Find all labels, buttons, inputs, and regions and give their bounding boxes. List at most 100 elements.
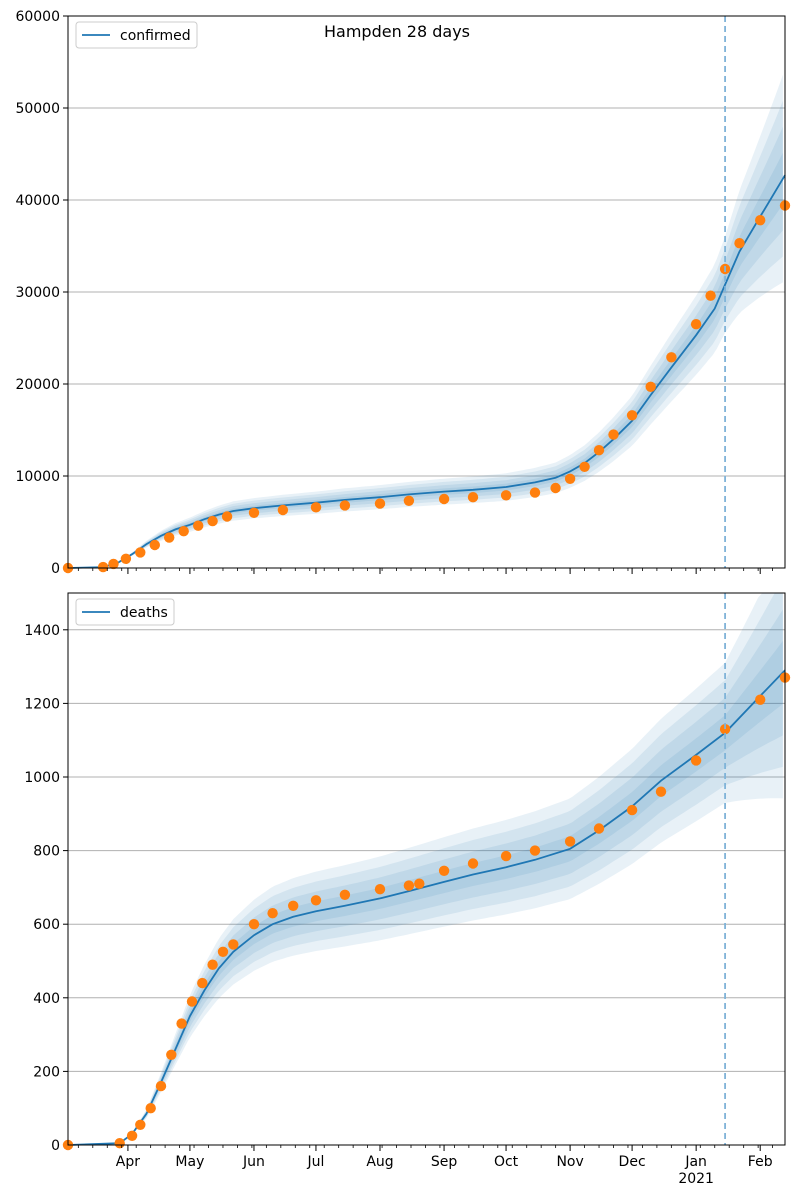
observed-point: [467, 858, 479, 869]
observed-point: [593, 823, 605, 834]
y-tick-label: 1200: [24, 696, 60, 712]
observed-point: [228, 939, 239, 950]
observed-point: [438, 493, 450, 505]
y-tick-label: 400: [33, 991, 60, 1007]
uncertainty-band-3: [68, 609, 783, 1145]
plot-frame: [67, 592, 786, 1146]
observed-point: [193, 520, 204, 531]
observed-point: [719, 724, 731, 735]
observed-point: [288, 900, 299, 911]
observed-point: [705, 290, 716, 301]
x-tick-label: Jun: [242, 1154, 265, 1170]
x-tick-label: Nov: [556, 1154, 583, 1170]
y-tick-label: 200: [33, 1064, 60, 1080]
observed-point: [564, 836, 576, 847]
observed-point: [207, 959, 218, 970]
observed-point: [655, 786, 667, 797]
observed-point: [135, 1119, 146, 1131]
y-tick-label: 0: [51, 1138, 60, 1154]
observed-point: [178, 526, 189, 537]
observed-point: [438, 865, 450, 876]
x-tick-label: Jul: [307, 1154, 325, 1170]
observed-point: [126, 1130, 138, 1142]
observed-point: [176, 1018, 187, 1029]
observed-point: [500, 490, 512, 501]
observed-point: [755, 694, 766, 705]
observed-point: [666, 352, 677, 363]
legend-label: confirmed: [120, 28, 191, 44]
x-tick-label: Jan: [684, 1154, 707, 1170]
uncertainty-band-3: [68, 126, 783, 568]
observed-point: [310, 502, 322, 513]
observed-point: [500, 850, 512, 862]
observed-point: [164, 532, 175, 543]
series-line-confirmed: [67, 174, 786, 569]
date-x-axis: Apr May Jun Jul Aug Sep Oct Nov Dec Jan Feb 2021: [77, 568, 774, 1187]
observed-point: [403, 880, 415, 891]
y-tick-label: 1000: [24, 770, 60, 786]
observed-point: [166, 1049, 177, 1061]
x-tick-label: Oct: [494, 1154, 519, 1170]
uncertainty-band-2: [68, 593, 783, 1145]
observed-point: [217, 946, 229, 957]
observed-point: [374, 498, 386, 509]
observed-point: [197, 977, 208, 989]
observed-point: [608, 429, 619, 440]
observed-point: [310, 895, 322, 906]
observed-point: [414, 878, 425, 889]
x-tick-label: Feb: [748, 1154, 773, 1170]
observed-point: [267, 908, 278, 919]
observed-point: [690, 319, 702, 330]
y-tick-label: 30000: [15, 285, 60, 301]
observed-point: [374, 884, 386, 895]
observed-point: [108, 558, 119, 570]
uncertainty-band-1: [68, 74, 783, 569]
observed-point: [155, 1080, 167, 1092]
observed-point: [467, 492, 479, 503]
legend-box: [75, 21, 198, 49]
observed-point: [645, 381, 656, 392]
observed-point: [97, 561, 109, 573]
legend-label: deaths: [120, 605, 168, 621]
x-tick-label: Sep: [431, 1154, 458, 1170]
observed-point: [755, 215, 766, 226]
observed-point: [248, 507, 260, 518]
observed-point: [690, 755, 702, 766]
y-tick-label: 20000: [15, 377, 60, 393]
observed-point: [186, 996, 198, 1007]
figure-title: Hampden 28 days: [324, 22, 470, 41]
x-tick-label: Apr: [116, 1154, 140, 1170]
observed-point: [403, 495, 415, 506]
y-tick-label: 800: [33, 844, 60, 860]
series-line-deaths: [67, 669, 786, 1146]
observed-point: [120, 553, 132, 564]
x-tick-label: Aug: [366, 1154, 393, 1170]
plot-frame: [67, 15, 786, 569]
observed-point: [248, 919, 260, 930]
x-tick-label: Dec: [619, 1154, 646, 1170]
observed-point: [221, 511, 233, 522]
observed-point: [277, 504, 289, 516]
uncertainty-band-4: [68, 640, 783, 1145]
confirmed-panel: 0 10000 20000 30000 40000 50000 60000 confirmed: [15, 9, 791, 577]
observed-point: [564, 473, 576, 484]
legend-box: [75, 598, 175, 626]
observed-point: [626, 804, 638, 816]
observed-point: [593, 445, 605, 456]
observed-point: [579, 461, 590, 472]
observed-point: [339, 889, 351, 900]
y-tick-label: 10000: [15, 469, 60, 485]
observed-point: [734, 238, 745, 249]
uncertainty-band-2: [68, 100, 783, 569]
y-tick-label: 600: [33, 917, 60, 933]
observed-point: [135, 547, 146, 558]
x-tick-label: May: [175, 1154, 204, 1170]
deaths-panel: 0 200 400 600 800 1000 1200 1400 deaths: [24, 592, 791, 1154]
y-tick-label: 0: [51, 561, 60, 577]
observed-point: [550, 482, 561, 494]
observed-point: [339, 500, 351, 511]
uncertainty-band-1: [68, 593, 783, 1145]
y-tick-label: 1400: [24, 623, 60, 639]
x-year-label: 2021: [678, 1171, 714, 1187]
observed-point: [145, 1103, 156, 1114]
